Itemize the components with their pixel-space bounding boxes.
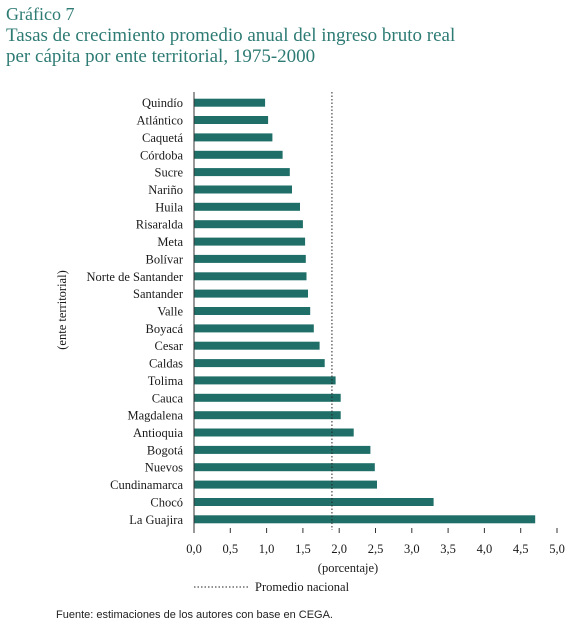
- bar: [194, 202, 300, 211]
- legend-label: Promedio nacional: [255, 580, 350, 594]
- category-label: Nuevos: [145, 461, 183, 475]
- x-tick-label: 4,5: [513, 542, 529, 556]
- bar: [194, 445, 371, 454]
- bar: [194, 133, 273, 142]
- bar: [194, 428, 354, 437]
- category-label: Valle: [157, 305, 183, 319]
- category-label: Cundinamarca: [110, 478, 183, 492]
- bar: [194, 185, 292, 194]
- chart-kicker: Gráfico 7: [6, 4, 75, 24]
- chart-title-line1: Tasas de crecimiento promedio anual del …: [6, 25, 456, 46]
- category-label: Caquetá: [142, 131, 183, 145]
- source-note: Fuente: estimaciones de los autores con …: [56, 609, 333, 621]
- bar: [194, 116, 269, 124]
- x-tick-label: 2,5: [368, 542, 384, 556]
- x-tick-label: 2,0: [331, 542, 347, 556]
- category-label: Caldas: [149, 357, 183, 371]
- x-tick-label: 0,0: [186, 542, 202, 556]
- category-label: Chocó: [150, 496, 183, 510]
- category-label: La Guajira: [129, 513, 183, 527]
- x-tick-label: 1,0: [259, 542, 275, 556]
- bar: [194, 98, 266, 107]
- bar: [194, 341, 320, 350]
- bar: [194, 411, 341, 420]
- category-label: Boyacá: [146, 322, 184, 336]
- y-axis-label: (ente territorial): [55, 270, 69, 349]
- bar: [194, 220, 303, 229]
- bar: [194, 307, 311, 315]
- bar: [194, 168, 290, 177]
- bar: [194, 237, 306, 246]
- category-label: Cesar: [155, 339, 184, 353]
- chart-heading: Gráfico 7 Tasas de crecimiento promedio …: [6, 4, 455, 67]
- category-label: Bolívar: [146, 252, 184, 266]
- x-tick-label: 0,5: [222, 542, 238, 556]
- category-label: Tolima: [148, 374, 184, 388]
- x-tick-label: 3,5: [440, 542, 456, 556]
- x-tick-label: 4,0: [477, 542, 493, 556]
- category-label: Sucre: [155, 166, 184, 180]
- bar: [194, 289, 308, 298]
- x-tick-label: 1,5: [295, 542, 311, 556]
- bar: [194, 376, 336, 385]
- category-label: Cauca: [152, 391, 184, 405]
- x-tick-label: 3,0: [404, 542, 420, 556]
- category-label: Santander: [133, 287, 184, 301]
- bar: [194, 272, 307, 281]
- bar: [194, 359, 325, 368]
- category-label: Meta: [157, 235, 183, 249]
- category-label: Huila: [155, 200, 183, 214]
- bar: [194, 324, 314, 333]
- bar: [194, 515, 536, 524]
- category-label: Córdoba: [140, 148, 184, 162]
- bar: [194, 480, 377, 489]
- category-label: Risaralda: [136, 218, 184, 232]
- category-label: Antioquia: [133, 426, 183, 440]
- category-label: Bogotá: [147, 443, 184, 457]
- chart-title-line2: per cápita por ente territorial, 1975-20…: [6, 46, 316, 67]
- category-label: Atlántico: [136, 114, 183, 128]
- x-axis-label: (porcentaje): [318, 561, 378, 575]
- category-label: Quindío: [142, 96, 183, 110]
- x-tick-label: 5,0: [549, 542, 565, 556]
- bar: [194, 254, 306, 263]
- category-label: Norte de Santander: [87, 270, 184, 284]
- bar: [194, 393, 341, 402]
- bar: [194, 498, 434, 506]
- category-label: Nariño: [148, 183, 183, 197]
- category-label: Magdalena: [127, 409, 183, 423]
- bar: [194, 463, 375, 472]
- bar: [194, 150, 283, 159]
